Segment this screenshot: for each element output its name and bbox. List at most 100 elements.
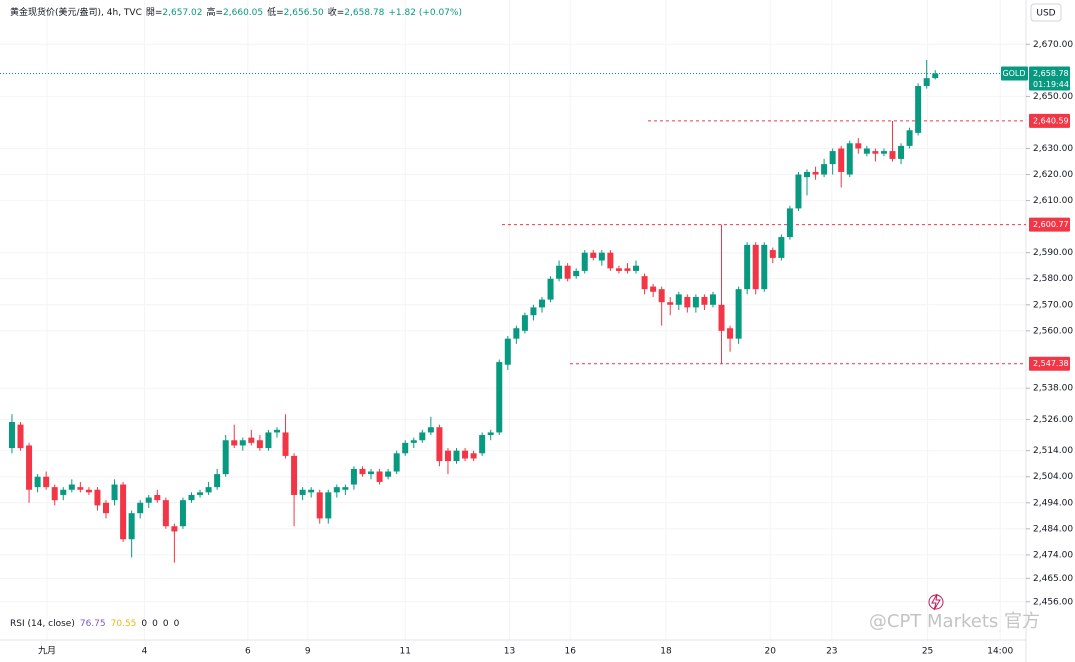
candle-body <box>906 130 913 146</box>
y-tick-label: 2,580.00 <box>1033 274 1073 284</box>
candle-body <box>179 500 186 527</box>
y-tick-label: 2,610.00 <box>1033 196 1073 206</box>
candle-body <box>838 148 845 172</box>
candle-body <box>675 294 682 305</box>
candle-body <box>273 429 280 433</box>
x-tick-label: 九月 <box>38 646 56 657</box>
candle-body <box>633 265 640 271</box>
candle-body <box>462 450 469 459</box>
candle-body <box>94 489 101 506</box>
y-tick-label: 2,484.00 <box>1033 524 1073 534</box>
y-tick-label: 2,504.00 <box>1033 472 1073 482</box>
event-icon[interactable] <box>931 593 941 611</box>
candle-body <box>171 526 178 532</box>
candle-body <box>581 252 588 271</box>
x-tick-label: 23 <box>826 647 837 657</box>
last-price-box <box>1029 66 1070 91</box>
candle-body <box>188 494 195 501</box>
candle-body <box>282 432 289 456</box>
candle-body <box>265 432 272 449</box>
candle-body <box>598 252 605 261</box>
y-tick-label: 2,620.00 <box>1033 170 1073 180</box>
candle-body <box>795 174 802 209</box>
candle-body <box>85 489 92 493</box>
y-tick-label: 2,538.00 <box>1033 384 1073 394</box>
symbol: GOLD <box>1002 69 1025 78</box>
level-label-box <box>1029 356 1070 371</box>
candle-body <box>8 422 15 449</box>
candle-body <box>804 171 811 178</box>
candle-body <box>376 471 383 482</box>
candle-body <box>778 237 785 258</box>
header: 黄金现货价(美元/盎司), 4h, TVC 開=2,657.02 高=2,660.0… <box>10 5 466 18</box>
y-tick-label: 2,514.00 <box>1033 446 1073 456</box>
candle-body <box>34 476 41 488</box>
candle-body <box>410 440 417 443</box>
candle-body <box>607 252 614 269</box>
candle-body <box>239 440 246 446</box>
candle-body <box>205 487 212 493</box>
candle-body <box>872 151 879 154</box>
level-label: 2,640.59 <box>1033 116 1069 125</box>
candle-body <box>530 307 537 316</box>
candle-body <box>197 492 204 495</box>
candle-body <box>111 484 118 501</box>
candle-body <box>359 468 366 475</box>
candle-body <box>650 286 657 292</box>
candle-body <box>256 440 263 449</box>
candle-body <box>487 432 494 436</box>
candle-body <box>513 328 520 339</box>
rsi-value: 70.55 <box>110 619 137 629</box>
ohlc-field: 低=2,656.50 <box>267 8 324 18</box>
candle-body <box>821 164 828 175</box>
candle-body <box>923 78 930 86</box>
rsi-value: 0 <box>162 619 169 629</box>
candle-body <box>145 497 152 503</box>
y-tick-label: 2,590.00 <box>1033 248 1073 258</box>
candle-body <box>898 145 905 159</box>
candle-body <box>248 437 255 443</box>
candle-body <box>496 362 503 433</box>
ohlc-value: 2,657.02 <box>162 8 203 18</box>
candle-body <box>812 171 819 175</box>
level-label: 2,547.38 <box>1033 359 1069 368</box>
candle-body <box>590 252 597 258</box>
candle-body <box>744 244 751 290</box>
candle-body <box>564 265 571 279</box>
candle-body <box>735 289 742 339</box>
rsi-value: 0 <box>141 619 148 629</box>
candle-body <box>103 502 110 514</box>
candle-body <box>342 487 349 490</box>
rsi-value: 0 <box>173 619 180 629</box>
rsi-value: 0 <box>152 619 158 629</box>
x-tick-label: 6 <box>245 647 251 657</box>
candle-body <box>402 442 409 454</box>
candle-body <box>829 151 836 165</box>
candle-body <box>128 513 135 540</box>
rsi-legend: RSI (14, close) 76.75 70.55 0 0 0 0 <box>10 619 184 629</box>
y-tick-label: 2,560.00 <box>1033 326 1073 336</box>
candle-body <box>880 151 887 154</box>
candle-body <box>915 85 922 133</box>
candle-body <box>641 276 648 290</box>
ohlc-value: 2,658.78 <box>344 8 385 18</box>
candle-body <box>932 73 939 79</box>
x-tick-label: 18 <box>660 647 672 657</box>
candle-body <box>299 489 306 495</box>
symbol-box <box>1001 66 1028 81</box>
candle-body <box>573 270 580 277</box>
candle-body <box>51 487 58 501</box>
x-tick-label: 13 <box>504 647 515 657</box>
candle-body <box>231 440 238 446</box>
candle-body <box>60 489 67 495</box>
candle-body <box>692 296 699 308</box>
candle-body <box>615 268 622 271</box>
candle-body <box>889 151 896 159</box>
candle-body <box>137 502 144 514</box>
y-tick-label: 2,630.00 <box>1033 144 1073 154</box>
candle-body <box>718 304 725 331</box>
candle-body <box>308 489 315 493</box>
currency-box[interactable] <box>1030 3 1062 22</box>
x-tick-label: 4 <box>142 647 148 657</box>
